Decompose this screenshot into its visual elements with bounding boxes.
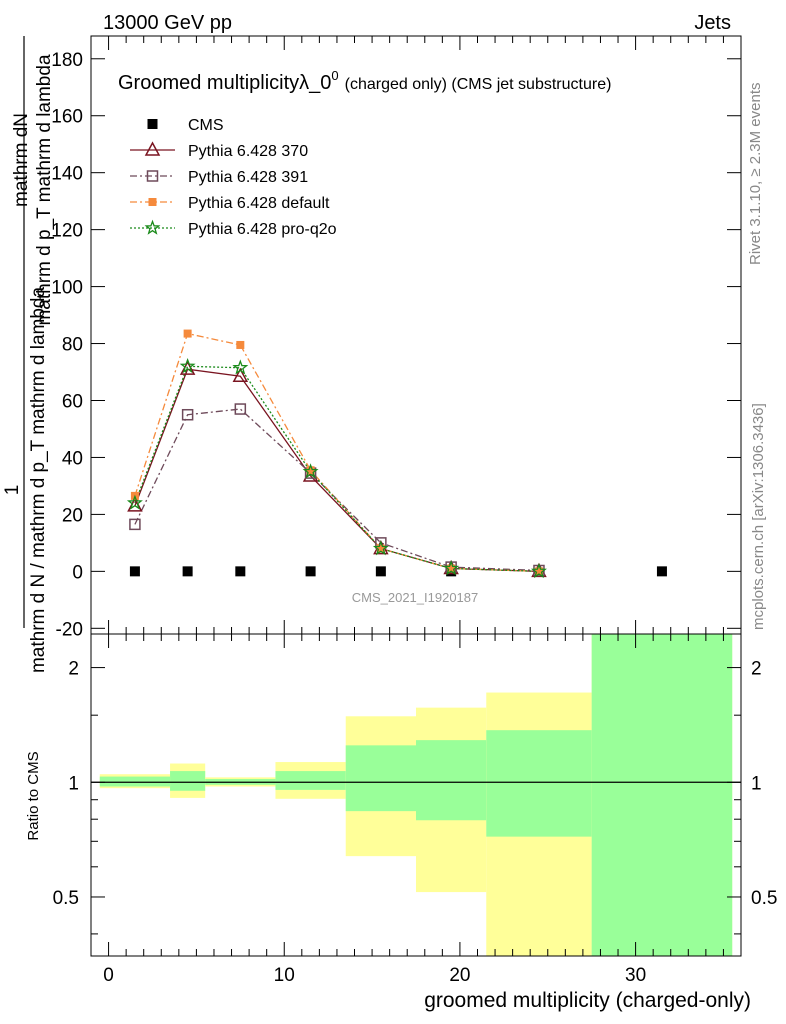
x-tick-label: 30 [625, 965, 646, 986]
series-4-point [179, 357, 196, 374]
series-4-point [302, 463, 319, 479]
series-3-point [236, 340, 245, 349]
rivet-version-label: Rivet 3.1.10, ≥ 2.3M events [747, 83, 764, 266]
ratio-y-tick-label-right: 1 [751, 773, 762, 794]
chart-title-main: Groomed multiplicityλ_0 [118, 72, 331, 94]
main-series-layer [126, 329, 667, 579]
x-axis-label: groomed multiplicity (charged-only) [424, 989, 751, 1012]
y-tick-label: 100 [51, 278, 83, 299]
main-axis-ticks: -20 0 20 40 60 80 100 120 140 160 180 [51, 36, 741, 640]
series-2-point [129, 518, 141, 531]
legend-marker-2 [146, 170, 159, 182]
y-tick-label: 0 [72, 562, 83, 583]
legend-marker-0 [147, 119, 158, 129]
y-tick-label: 60 [62, 391, 83, 412]
series-line-3 [134, 332, 539, 572]
ratio-band-green-0 [99, 776, 171, 787]
ylabel-numerator: mathrm dN [11, 113, 32, 207]
series-0-point [375, 566, 386, 577]
x-tick-label: 20 [449, 965, 470, 986]
legend-label-1: Pythia 6.428 370 [188, 143, 308, 160]
legend-label-2: Pythia 6.428 391 [188, 169, 308, 186]
series-1-point [232, 367, 249, 383]
series-0-point [182, 566, 193, 577]
chart-subtitle: (charged only) (CMS jet substructure) [345, 76, 612, 93]
y-tick-label: 80 [62, 335, 83, 356]
legend-marker-1 [144, 141, 161, 156]
series-4-point [443, 560, 460, 576]
series-2-point [234, 403, 247, 415]
ratio-band-green-4 [345, 745, 416, 812]
series-4-point [372, 540, 389, 556]
ratio-band-green-6 [486, 730, 592, 837]
series-4-point [126, 494, 143, 510]
ylabel-numerator-lower: mathrm d p_T mathrm d lambda [34, 54, 55, 325]
ratio-band-green-1 [170, 771, 206, 791]
ratio-y-tick-label-right: 2 [751, 659, 762, 680]
series-3-point [376, 544, 385, 553]
series-line-4 [134, 365, 539, 572]
series-0-point [129, 566, 140, 577]
x-tick-label: 10 [274, 965, 295, 986]
y-tick-label: 40 [62, 448, 83, 469]
main-ylabel: mathrm dN mathrm d p_T mathrm d lambda 1… [2, 36, 55, 673]
series-2-point [181, 408, 194, 421]
series-0-point [235, 566, 246, 577]
series-0-point [656, 566, 667, 577]
legend-marker-3 [148, 198, 157, 206]
analysis-id: CMS_2021_I1920187 [352, 590, 479, 605]
ratio-y-tick-label-right: 0.5 [751, 888, 777, 909]
series-3-point [183, 329, 192, 338]
y-tick-label: 120 [51, 221, 83, 242]
y-tick-label: 140 [51, 164, 83, 185]
legend-label-0: CMS [188, 117, 224, 134]
ylabel-prefix: 1 [2, 485, 23, 496]
series-0-point [305, 566, 316, 577]
ratio-band-green-7 [591, 634, 733, 956]
legend-marker-4 [144, 219, 161, 235]
series-line-1 [134, 368, 539, 572]
chart-title-superscript: 0 [331, 68, 338, 83]
ratio-ylabel: Ratio to CMS [25, 751, 42, 840]
ratio-y-tick-label: 2 [68, 659, 79, 680]
legend-label-4: Pythia 6.428 pro-q2o [188, 221, 337, 238]
legend: CMS Pythia 6.428 370 Pythia 6.428 391 Pythi… [130, 117, 337, 238]
y-tick-label: 160 [51, 107, 83, 128]
ratio-y-tick-label: 0.5 [53, 888, 79, 909]
series-line-2 [134, 408, 539, 572]
series-4-point [530, 562, 547, 579]
series-3-point [306, 466, 315, 475]
ratio-axis-ticks: 0.5 0.51 12 20 10 20 30 [53, 634, 777, 986]
series-4-point [232, 359, 249, 375]
chart-title: Groomed multiplicityλ_00 (charged only) (… [118, 68, 611, 94]
x-tick-label: 0 [103, 965, 114, 986]
series-3-point [447, 564, 456, 573]
y-tick-label: 180 [51, 50, 83, 71]
category-label: Jets [694, 12, 731, 34]
ylabel-denominator: mathrm d N / mathrm d p_T mathrm d lambd… [28, 287, 49, 674]
ratio-bands-layer [91, 634, 741, 956]
ratio-band-green-5 [416, 740, 487, 821]
ratio-panel-frame [90, 633, 742, 957]
ratio-band-green-3 [275, 771, 346, 790]
series-3-point [534, 567, 543, 576]
y-tick-label: -20 [56, 619, 83, 640]
source-label: mcplots.cern.ch [arXiv:1306.3436] [750, 403, 767, 630]
legend-label-3: Pythia 6.428 default [188, 195, 330, 212]
y-tick-label: 20 [62, 505, 83, 526]
ratio-y-tick-label: 1 [68, 773, 79, 794]
energy-label: 13000 GeV pp [103, 12, 232, 34]
